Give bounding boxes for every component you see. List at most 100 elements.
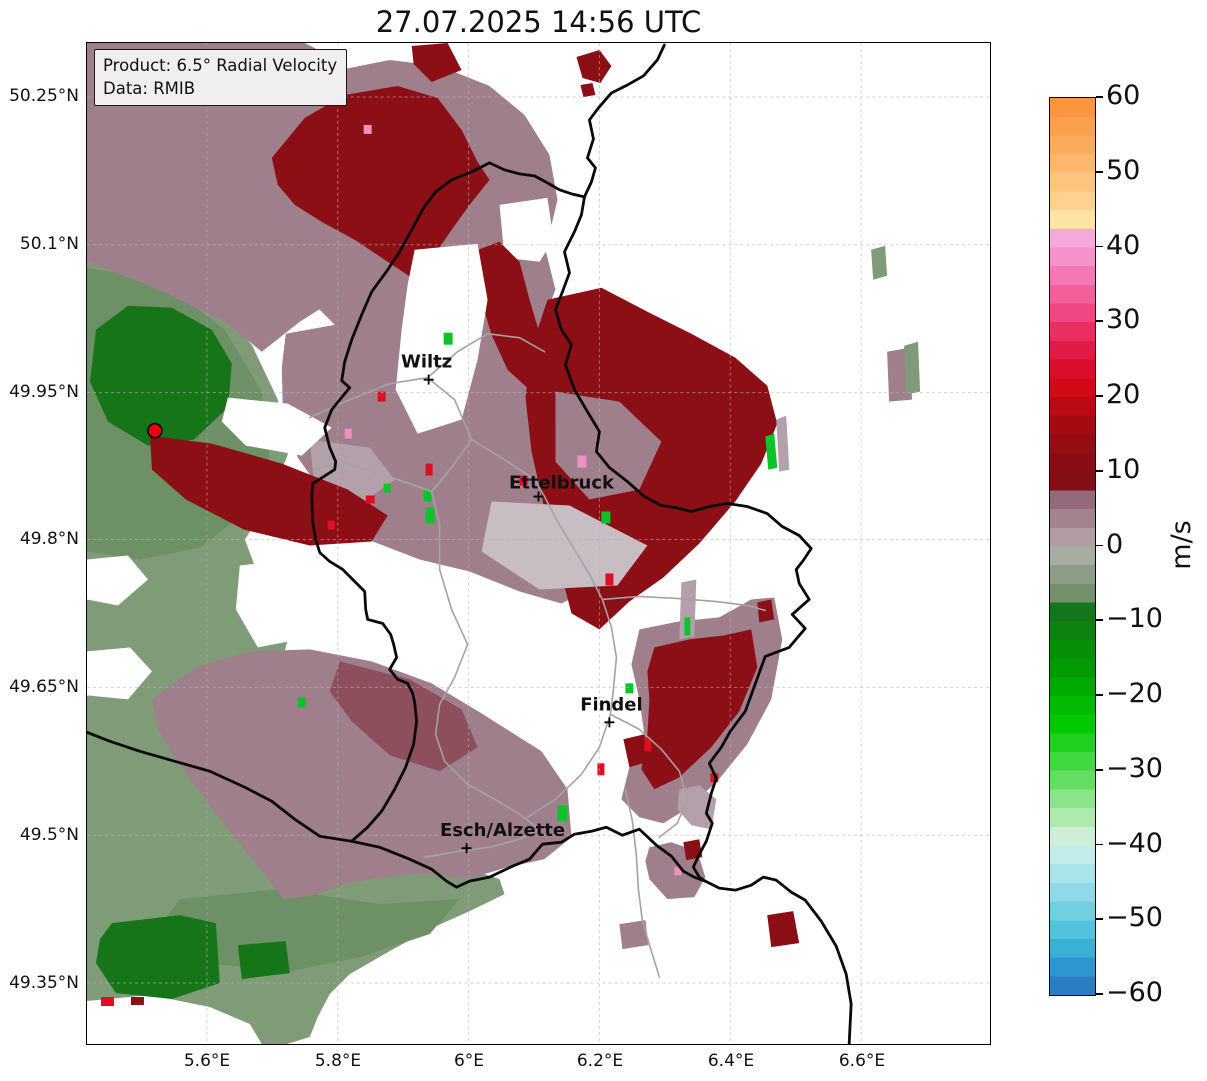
radar-echo-region <box>149 889 460 972</box>
colorbar-tick <box>1096 544 1103 547</box>
road-line <box>624 788 661 978</box>
radar-echo-pixel <box>423 489 432 502</box>
radar-echo-region <box>499 197 554 262</box>
radar-echo-pixel <box>674 867 682 876</box>
radar-echo-region <box>776 415 790 472</box>
road-line <box>426 332 546 379</box>
lon-tick-label: 6.4°E <box>707 1051 755 1071</box>
colorbar-tick <box>1096 768 1103 771</box>
city-label: Findel <box>580 694 642 715</box>
lon-tick-label: 6.6°E <box>838 1051 886 1071</box>
city-label: Esch/Alzette <box>440 820 565 841</box>
colorbar-tick <box>1096 918 1103 921</box>
road-line <box>601 595 767 612</box>
radar-echo-region <box>641 629 758 790</box>
radar-echo-pixel <box>383 483 391 493</box>
radar-echo-region <box>87 647 152 700</box>
lat-tick-label: 49.8°N <box>19 529 79 549</box>
radar-echo-region <box>271 85 490 278</box>
lat-tick-label: 50.1°N <box>19 234 79 254</box>
radar-echo-region <box>871 245 888 280</box>
radar-echo-pixel <box>597 763 605 776</box>
radar-echo-pixel <box>601 511 611 524</box>
radar-echo-pixel <box>327 520 335 530</box>
colorbar-tick-label: 60 <box>1106 80 1141 111</box>
radar-echo-region <box>411 43 462 82</box>
lon-tick-label: 5.8°E <box>314 1051 362 1071</box>
lon-tick-label: 6.2°E <box>576 1051 624 1071</box>
radar-echo-region <box>87 995 262 1044</box>
map-plot: Wiltz Ettelbruck Findel Esch/Alzette Produc… <box>86 42 991 1045</box>
lat-tick-label: 49.95°N <box>9 382 79 402</box>
colorbar-tick <box>1096 619 1103 622</box>
radar-echo-region <box>89 305 232 446</box>
lat-tick-label: 49.5°N <box>19 825 79 845</box>
product-info-box: Product: 6.5° Radial Velocity Data: RMIB <box>94 49 348 107</box>
radar-echo-region <box>679 579 697 640</box>
radar-echo-pixel <box>130 997 144 1006</box>
colorbar-tick <box>1096 395 1103 397</box>
lat-tick-label: 49.35°N <box>9 973 79 993</box>
colorbar-tick <box>1096 993 1103 995</box>
figure-title: 27.07.2025 14:56 UTC <box>375 5 702 39</box>
city-marker <box>461 843 472 854</box>
radar-echo-region <box>481 501 648 590</box>
radar-echo-region <box>329 661 478 772</box>
country-border <box>87 730 354 843</box>
radar-echo-pixel <box>425 507 435 524</box>
colorbar <box>1049 97 1096 996</box>
road-line <box>308 376 541 858</box>
radar-echo-pixel <box>710 773 719 783</box>
radar-echo-pixel <box>365 495 375 504</box>
country-border <box>583 43 666 199</box>
radar-echo-region <box>619 920 649 950</box>
radar-echo-region <box>904 341 921 395</box>
colorbar-tick-label: 0 <box>1106 528 1124 560</box>
radar-site-dot <box>147 422 163 439</box>
colorbar-unit-label: m/s <box>1166 520 1197 570</box>
city-label: Wiltz <box>401 352 452 373</box>
colorbar-tick-label: 20 <box>1106 379 1141 410</box>
radar-echo-pixel <box>297 697 306 708</box>
radar-echo-region <box>235 559 314 648</box>
radar-echo-pixel <box>377 391 386 402</box>
radar-echo-region <box>221 397 332 456</box>
colorbar-tick <box>1096 320 1103 323</box>
colorbar-tick <box>1096 469 1103 472</box>
colorbar-tick-label: 30 <box>1106 304 1141 336</box>
radar-echo-region <box>87 43 355 352</box>
colorbar-tick-label: −60 <box>1106 977 1163 1008</box>
colorbar-tick-label: 50 <box>1106 154 1141 186</box>
data-source-line: Data: RMIB <box>103 79 196 99</box>
colorbar-tick-label: −50 <box>1106 902 1163 934</box>
radar-echo-region <box>576 49 612 83</box>
radar-echo-pixel <box>425 463 433 476</box>
road-line <box>609 713 689 839</box>
city-marker <box>423 374 434 385</box>
radar-echo-region <box>151 649 572 900</box>
lon-tick-label: 5.6°E <box>183 1051 231 1071</box>
radar-echo-region <box>623 734 650 768</box>
radar-echo-pixel <box>363 124 372 134</box>
colorbar-tick <box>1096 843 1103 846</box>
radar-echo-region <box>765 433 778 470</box>
radar-echo-region <box>767 911 800 948</box>
radar-echo-region <box>395 243 488 434</box>
radar-echo-pixel <box>644 737 652 752</box>
city-marker <box>533 491 544 502</box>
radar-echo-pixel <box>443 332 453 345</box>
country-border <box>488 161 586 199</box>
radar-echo-pixel <box>557 805 568 822</box>
radar-echo-pixel <box>344 428 352 439</box>
radar-echo-region <box>95 915 220 1000</box>
lat-tick-label: 49.65°N <box>9 677 79 697</box>
colorbar-tick <box>1096 245 1103 248</box>
country-border <box>310 161 491 843</box>
radar-echo-pixel <box>100 997 114 1007</box>
colorbar-tick-label: −10 <box>1106 603 1163 635</box>
radar-echo-region <box>472 241 546 392</box>
country-border <box>554 195 813 883</box>
radar-echo-pixel <box>625 683 634 694</box>
country-border <box>350 825 707 889</box>
colorbar-tick <box>1096 694 1103 696</box>
